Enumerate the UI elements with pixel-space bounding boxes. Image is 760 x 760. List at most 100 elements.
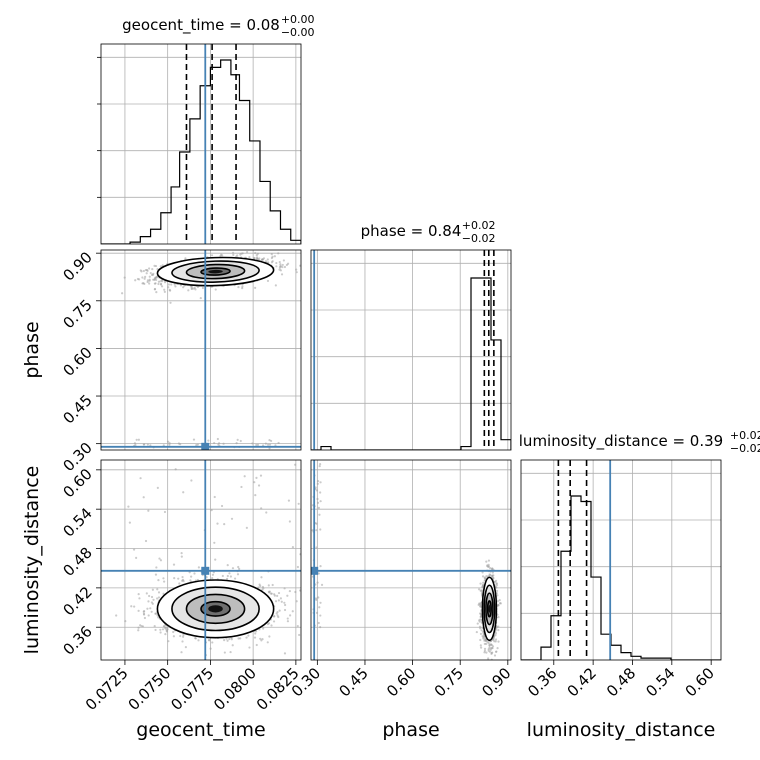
sample-point [220,253,223,256]
sample-point [194,637,197,640]
histogram-bin [161,213,171,244]
sample-point [207,439,210,442]
sample-point [264,260,268,263]
density-core [208,605,223,613]
sample-point [248,646,251,649]
sample-point [130,605,133,608]
sample-point [277,591,281,595]
sample-point [495,586,498,589]
sample-point [497,615,500,619]
sample-point [137,593,140,596]
sample-point [270,439,273,443]
contour [481,576,498,642]
sample-point [173,577,176,580]
contour [171,586,260,632]
histogram-bin [611,645,621,660]
x-axis-label-phase: phase [382,719,439,741]
y-tick-label: 0.60 [59,344,95,380]
y-tick-label: 0.48 [59,544,95,580]
sample-point [489,662,491,664]
sample-point [223,651,226,654]
sample-point [207,639,211,642]
sample-point [156,268,159,271]
sample-point [159,283,163,286]
sample-point [276,610,279,614]
sample-point [170,283,173,286]
sample-point [266,258,269,261]
truth-marker [201,442,210,450]
sample-point [157,282,160,286]
histogram-bin [591,577,601,660]
sample-point [274,600,278,603]
sample-point [146,279,149,282]
sample-point [483,647,487,650]
sample-point [127,505,130,508]
histogram-bin [250,141,260,244]
sample-point [489,647,492,650]
sample-point [137,626,140,629]
sample-point [164,633,167,636]
sample-point [315,598,318,601]
sample-point [239,637,242,640]
sample-point [163,281,167,284]
y-tick-label: 0.54 [59,504,95,540]
title-phase: phase = 0.84 [361,222,462,240]
sample-point [279,263,282,266]
sample-point [283,587,286,590]
sample-point [277,252,280,255]
sample-point [156,597,159,600]
sample-point [182,286,185,289]
sample-point [316,479,320,483]
sample-point [490,643,493,646]
title-luminosity_distance: luminosity_distance = 0.39 [519,432,723,451]
sample-point [319,626,322,629]
sample-point [294,590,297,594]
panel-2-2 [521,460,721,660]
sample-point [181,578,185,581]
sample-point [159,280,162,283]
sample-point [286,594,289,597]
density-core [488,604,491,613]
sample-point [491,647,494,650]
sample-point [128,521,131,524]
panel-2-1 [311,460,511,664]
sample-point [235,442,238,445]
sample-point [284,603,287,607]
panel-frame [310,249,512,451]
sample-point [210,509,213,512]
sample-point [271,260,274,263]
sample-point [478,625,482,628]
sample-point [479,632,483,636]
sample-point [262,257,266,260]
sample-point [318,463,322,466]
x-tick-label: 0.36 [524,664,560,700]
sample-point [270,253,273,256]
sample-point [239,439,242,443]
sample-point [499,602,502,605]
sample-point [488,644,491,647]
sample-point [492,574,495,577]
sample-point [495,582,498,585]
sample-point [254,632,257,635]
sample-point [209,647,212,650]
sample-point [287,499,291,502]
sample-point [283,265,287,269]
sample-point [167,286,170,289]
sample-point [277,615,280,619]
sample-point [174,468,177,471]
sample-point [172,563,176,566]
sample-point [261,258,264,261]
sample-point [286,620,290,623]
sample-point [231,567,235,570]
sample-point [288,520,291,523]
sample-point [124,620,127,623]
sample-point [147,614,150,617]
sample-point [248,255,251,259]
sample-point [154,573,158,576]
sample-point [497,625,500,628]
sample-point [278,260,281,264]
sample-point [182,635,185,638]
sample-point [319,500,322,503]
sample-point [283,601,286,604]
sample-point [296,624,299,628]
